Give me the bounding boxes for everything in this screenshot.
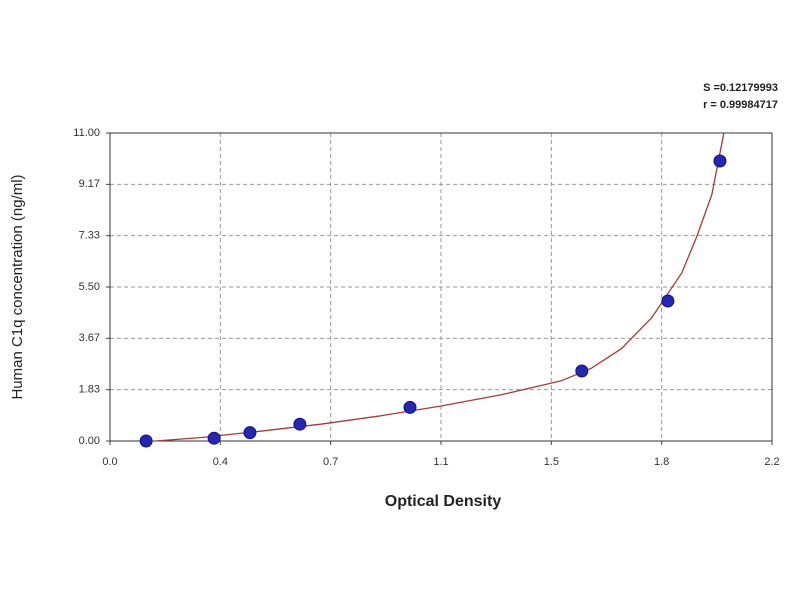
annotation: S =0.12179993 bbox=[703, 82, 778, 94]
x-tick-label: 2.2 bbox=[764, 456, 779, 468]
y-tick-label: 11.00 bbox=[73, 127, 100, 139]
y-tick-label: 1.83 bbox=[79, 384, 100, 396]
x-tick-label: 1.1 bbox=[433, 456, 448, 468]
data-point bbox=[575, 364, 589, 378]
annotation: r = 0.99984717 bbox=[703, 99, 778, 111]
data-point bbox=[293, 417, 307, 431]
y-tick-label: 7.33 bbox=[79, 230, 100, 242]
data-point bbox=[243, 426, 257, 440]
x-tick-label: 0.7 bbox=[323, 456, 338, 468]
x-axis-label: Optical Density bbox=[385, 493, 502, 510]
data-point bbox=[207, 431, 221, 445]
x-tick-label: 0.0 bbox=[102, 456, 117, 468]
y-tick-label: 5.50 bbox=[79, 281, 100, 293]
y-tick-label: 0.00 bbox=[79, 435, 100, 447]
data-point bbox=[139, 434, 153, 448]
x-tick-label: 1.8 bbox=[654, 456, 669, 468]
data-point bbox=[661, 294, 675, 308]
x-tick-label: 0.4 bbox=[213, 456, 228, 468]
x-tick-label: 1.5 bbox=[544, 456, 559, 468]
data-point bbox=[403, 400, 417, 414]
y-tick-label: 3.67 bbox=[79, 332, 100, 344]
fit-curve bbox=[155, 132, 725, 442]
plot-border bbox=[109, 132, 773, 442]
data-point bbox=[713, 154, 727, 168]
y-tick-label: 9.17 bbox=[79, 178, 100, 190]
y-axis-label: Human C1q concentration (ng/ml) bbox=[9, 174, 26, 399]
